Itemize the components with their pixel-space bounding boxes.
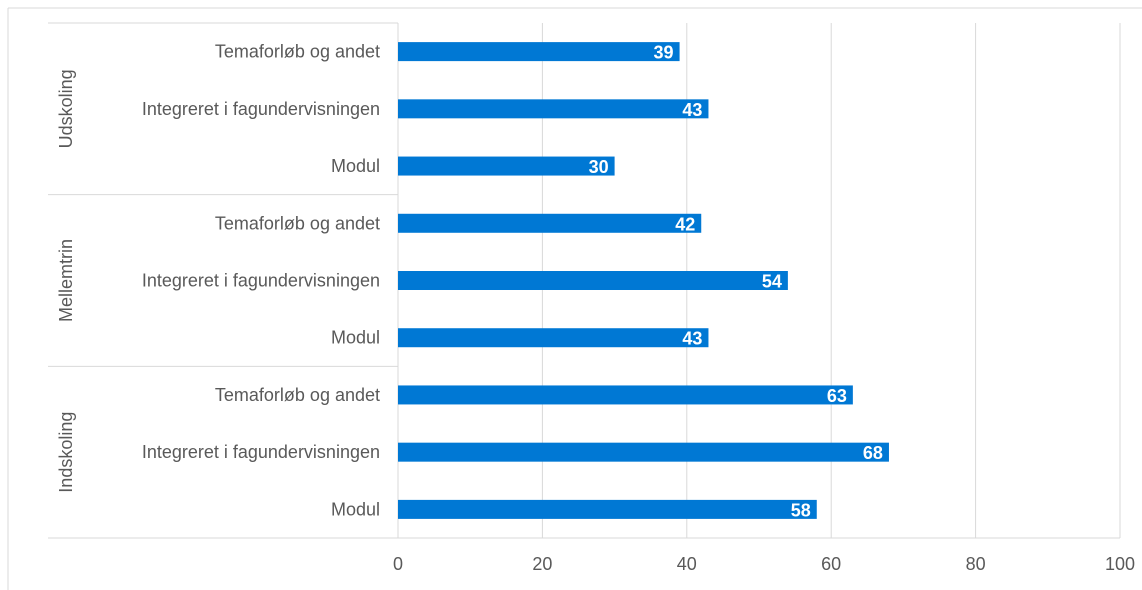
bar	[398, 156, 615, 176]
category-label: Modul	[331, 156, 380, 176]
x-tick-label: 80	[966, 554, 986, 574]
bar	[398, 442, 889, 462]
data-label: 42	[675, 214, 695, 234]
category-label: Modul	[331, 499, 380, 519]
data-label: 43	[682, 100, 702, 120]
data-label: 68	[863, 443, 883, 463]
bar	[398, 499, 817, 519]
x-tick-label: 0	[393, 554, 403, 574]
labels: 0 20 40 60 80 100 Udskoling Temaforløb og andet…	[56, 42, 1135, 574]
category-label: Integreret i fagundervisningen	[142, 99, 380, 119]
bar	[398, 99, 709, 119]
x-tick-label: 40	[677, 554, 697, 574]
group-label-udskoling: Udskoling	[56, 69, 76, 148]
data-label: 54	[762, 272, 782, 292]
data-label: 58	[791, 500, 811, 520]
category-label: Temaforløb og andet	[215, 385, 380, 405]
bar	[398, 328, 709, 348]
data-label: 39	[654, 43, 674, 63]
data-label: 43	[682, 329, 702, 349]
bar	[398, 213, 702, 233]
category-label: Temaforløb og andet	[215, 213, 380, 233]
category-label: Integreret i fagundervisningen	[142, 271, 380, 291]
group-label-indskoling: Indskoling	[56, 412, 76, 493]
category-label: Integreret i fagundervisningen	[142, 442, 380, 462]
group-label-mellemtrin: Mellemtrin	[56, 239, 76, 322]
category-label: Modul	[331, 328, 380, 348]
x-tick-label: 100	[1105, 554, 1135, 574]
bar	[398, 42, 680, 62]
category-label: Temaforløb og andet	[215, 42, 380, 62]
data-label: 30	[589, 157, 609, 177]
data-label: 63	[827, 386, 847, 406]
bar	[398, 385, 853, 405]
bars	[398, 42, 889, 519]
chart-frame	[7, 7, 1142, 590]
bar	[398, 271, 788, 290]
x-tick-label: 60	[821, 554, 841, 574]
x-tick-label: 20	[532, 554, 552, 574]
